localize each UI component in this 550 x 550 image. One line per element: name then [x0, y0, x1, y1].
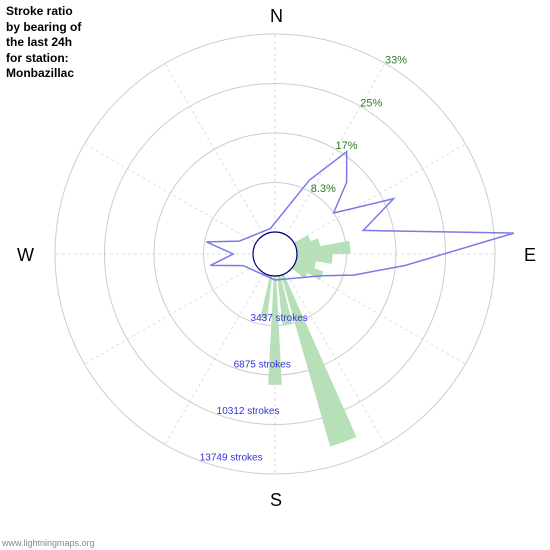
svg-text:13749 strokes: 13749 strokes [200, 453, 263, 464]
svg-text:3437 strokes: 3437 strokes [251, 313, 308, 324]
credit-text: www.lightningmaps.org [2, 538, 95, 548]
svg-text:6875 strokes: 6875 strokes [234, 360, 291, 371]
polar-chart: 8.3% 17% 25% 33% 3437 strokes 6875 strokes 103… [0, 0, 550, 550]
svg-text:33%: 33% [385, 54, 407, 66]
cardinal-w: W [17, 245, 34, 266]
chart-title: Stroke ratio by bearing of the last 24h … [6, 4, 81, 82]
svg-text:17%: 17% [336, 140, 358, 152]
svg-text:8.3%: 8.3% [311, 183, 336, 195]
cardinal-e: E [524, 245, 536, 266]
cardinal-n: N [270, 6, 283, 27]
cardinal-s: S [270, 490, 282, 511]
svg-text:10312 strokes: 10312 strokes [217, 406, 280, 417]
svg-text:25%: 25% [360, 97, 382, 109]
